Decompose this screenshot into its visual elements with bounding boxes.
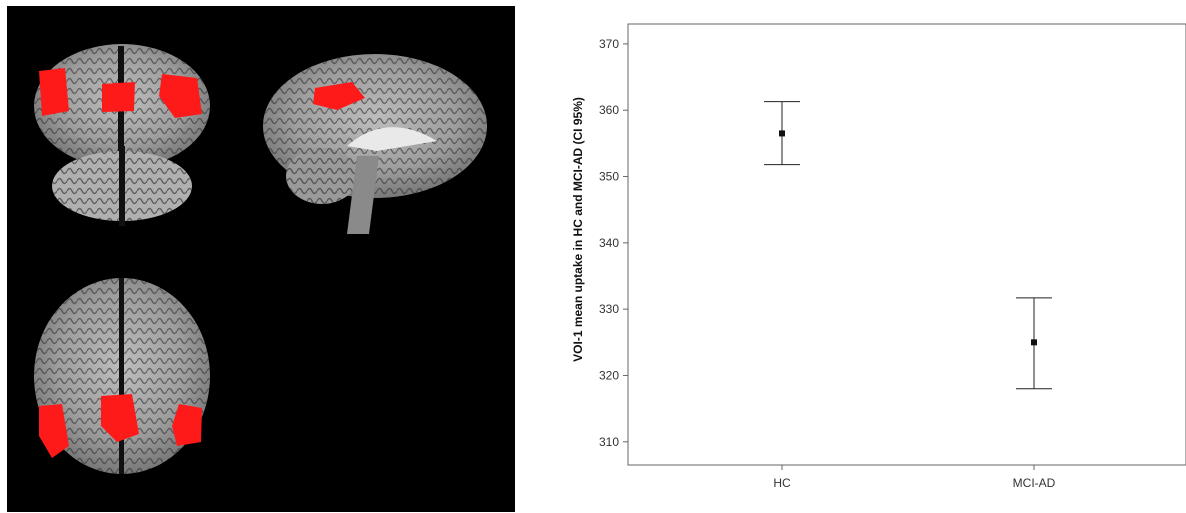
sagittal-slice <box>263 54 487 234</box>
brain-slices-illustration <box>34 44 487 474</box>
errorbar-chart: 310 320 330 340 350 360 370 HC MCI-AD VOI-1 mean… <box>560 0 1186 513</box>
chart-svg: 310 320 330 340 350 360 370 HC MCI-AD VOI-1 mean… <box>571 23 1186 490</box>
y-tick-label: 370 <box>599 37 619 51</box>
mean-point-hc <box>779 130 785 137</box>
x-tick-label: HC <box>773 476 791 490</box>
coronal-slice <box>34 44 210 226</box>
highlight-region <box>313 82 365 110</box>
highlight-region <box>39 404 69 458</box>
plot-frame <box>627 23 1186 466</box>
x-tick-label: MCI-AD <box>1013 476 1056 490</box>
y-tick-label: 340 <box>599 236 619 250</box>
mean-point-mci-ad <box>1031 339 1037 346</box>
highlight-region <box>101 394 139 442</box>
y-tick-label: 310 <box>599 435 619 449</box>
y-axis-label: VOI-1 mean uptake in HC and MCI-AD (CI 9… <box>571 97 585 362</box>
y-tick-label: 330 <box>599 302 619 316</box>
highlight-region <box>159 74 202 118</box>
y-tick-label: 360 <box>599 103 619 117</box>
axial-slice <box>34 278 210 474</box>
y-tick-label: 320 <box>599 368 619 382</box>
highlight-region <box>39 68 69 116</box>
brain-image-panel <box>7 6 515 512</box>
highlight-region <box>172 404 202 446</box>
y-tick-label: 350 <box>599 170 619 184</box>
highlight-region <box>102 82 135 112</box>
